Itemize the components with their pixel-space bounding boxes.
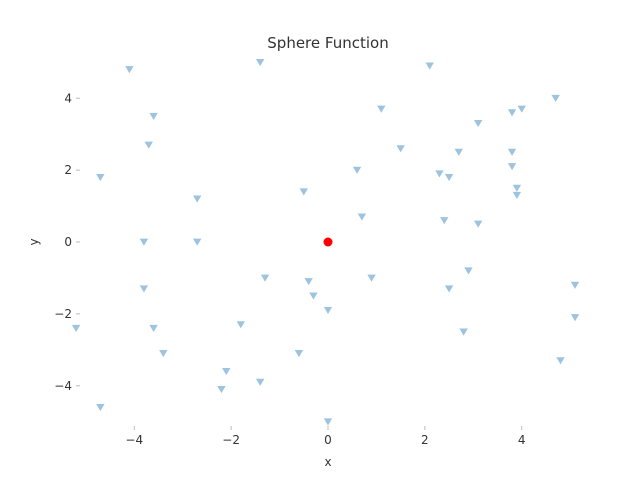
sample-point — [294, 350, 304, 358]
sample-point — [377, 105, 386, 113]
sample-point — [125, 66, 134, 74]
x-tick-label: 0 — [324, 433, 332, 447]
y-tick-label: 2 — [64, 163, 72, 177]
sample-point — [357, 213, 367, 221]
sample-point — [440, 217, 449, 225]
y-tick-label: 0 — [64, 235, 72, 249]
sample-point — [517, 105, 526, 113]
sample-point — [139, 285, 149, 293]
sample-point — [556, 357, 565, 365]
optimum-point — [323, 237, 333, 247]
sample-point — [96, 403, 105, 412]
sample-point — [473, 120, 483, 128]
sample-point — [309, 292, 318, 300]
sample-point — [323, 306, 333, 315]
sample-point — [149, 112, 158, 120]
x-tick-label: −2 — [222, 433, 240, 447]
sample-point — [193, 238, 202, 246]
sample-point — [299, 188, 308, 196]
sample-point — [144, 141, 153, 149]
sample-point — [454, 148, 463, 156]
sample-point — [507, 148, 517, 156]
x-tick-label: −4 — [125, 433, 143, 447]
sample-point — [507, 109, 517, 117]
sample-point — [425, 62, 434, 70]
sample-point — [512, 191, 522, 200]
x-tick-label: 4 — [518, 433, 526, 447]
sample-point — [236, 321, 246, 329]
sample-point — [570, 281, 580, 289]
sample-point — [71, 324, 81, 333]
y-axis-label: y — [27, 238, 41, 245]
chart-title: Sphere Function — [267, 34, 388, 52]
sample-point — [570, 314, 580, 322]
sample-point — [444, 285, 454, 293]
sample-point — [512, 184, 522, 192]
sample-point — [159, 350, 168, 358]
sample-point — [435, 170, 444, 178]
sample-point — [459, 328, 468, 336]
sample-point — [255, 58, 265, 67]
sample-point — [139, 238, 149, 246]
x-tick-label: 2 — [421, 433, 429, 447]
x-axis-label: x — [324, 455, 331, 469]
y-tick-label: −4 — [54, 379, 72, 393]
sample-point — [367, 274, 376, 282]
points-layer — [71, 58, 580, 426]
ticks-layer: −4 −2 0 2 4 −4 −2 0 2 4 — [54, 91, 525, 447]
sample-point — [193, 195, 202, 203]
sample-point — [255, 378, 265, 386]
sample-point — [304, 278, 313, 286]
sample-point — [260, 274, 270, 282]
sample-point — [96, 173, 105, 182]
y-tick-label: 4 — [64, 91, 72, 105]
y-tick-label: −2 — [54, 307, 72, 321]
sample-point — [396, 145, 405, 153]
sample-point — [473, 220, 483, 228]
sample-point — [323, 418, 333, 426]
sample-point — [149, 324, 158, 333]
sample-point — [507, 163, 517, 171]
sample-point — [352, 166, 362, 174]
sample-point — [217, 385, 226, 394]
sample-point — [444, 173, 454, 182]
sample-point — [551, 94, 560, 103]
sample-point — [222, 368, 231, 376]
sample-point — [464, 267, 473, 275]
